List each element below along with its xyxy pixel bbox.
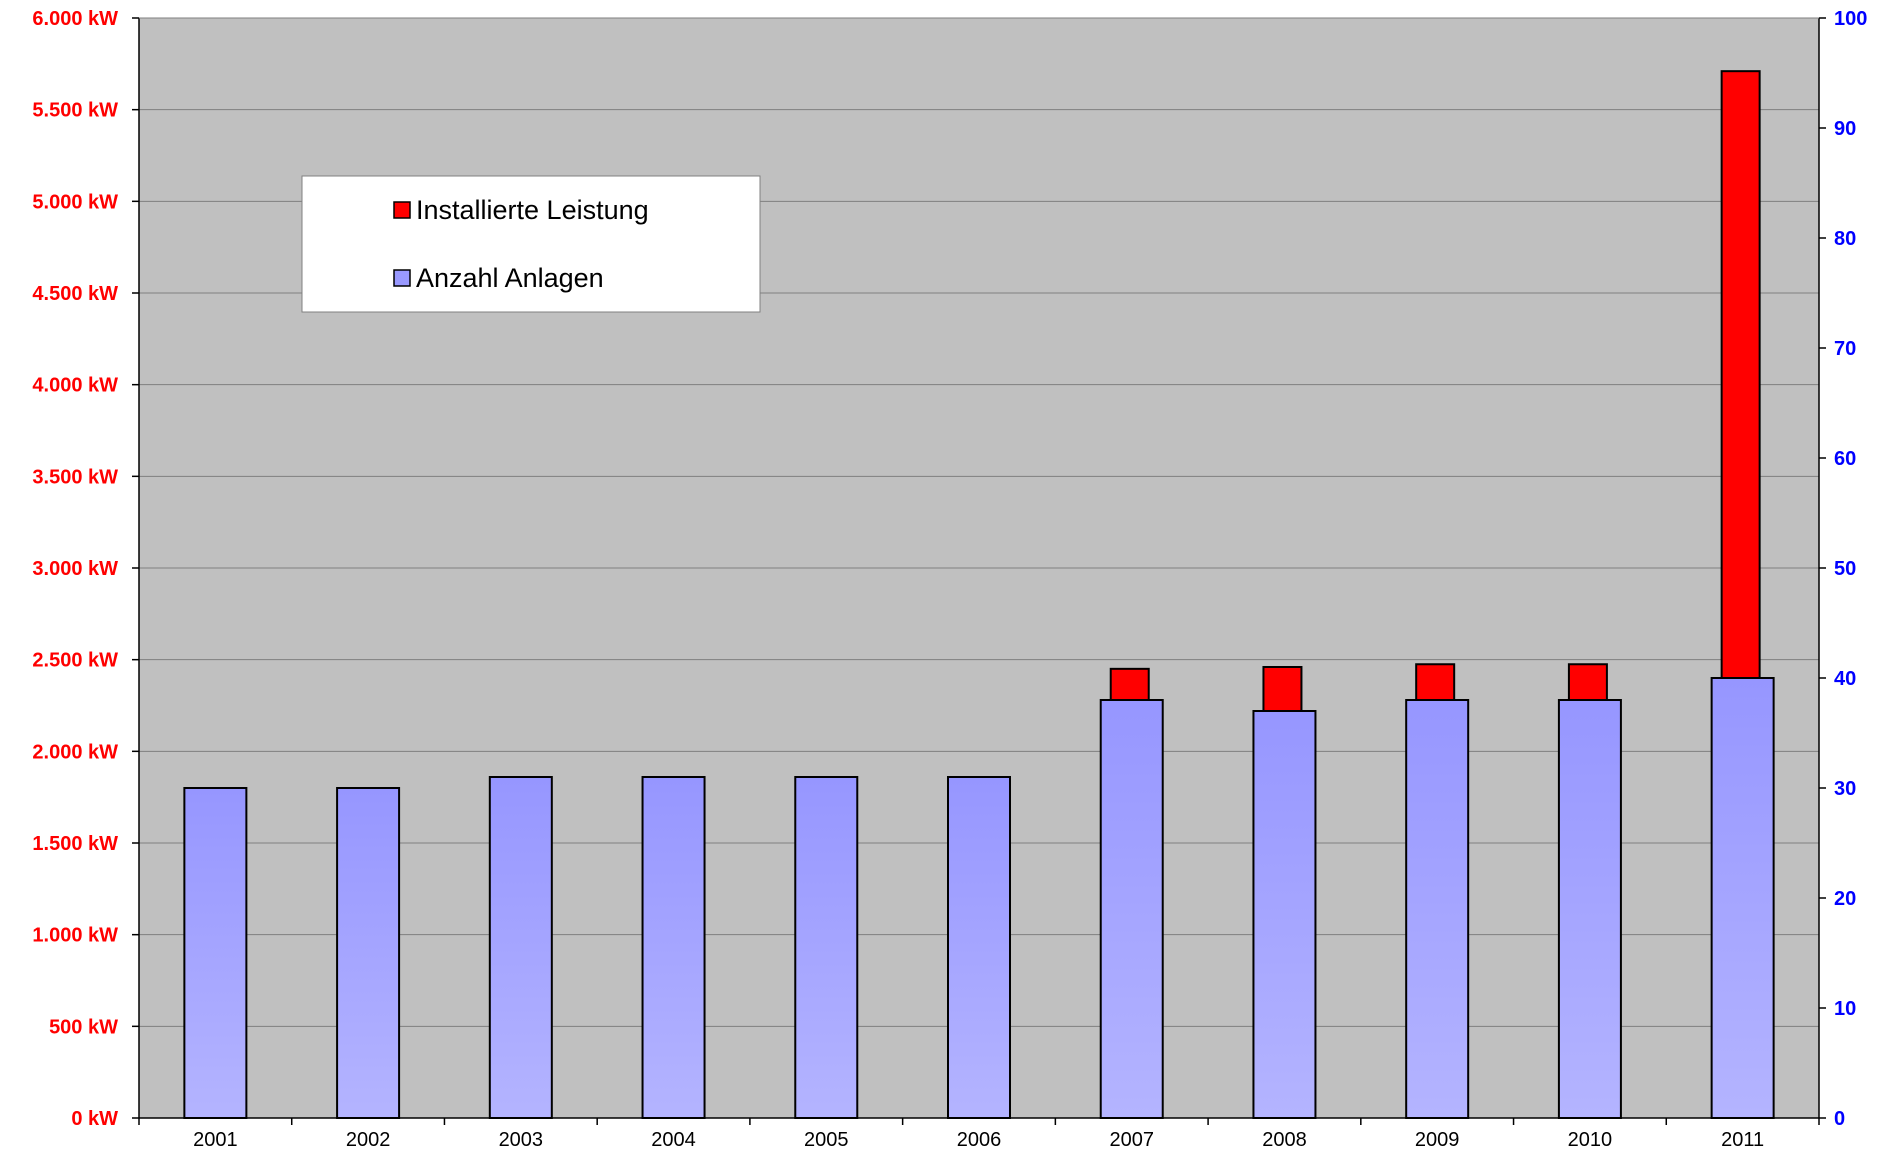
left-tick-label: 1.000 kW	[32, 925, 118, 947]
left-tick-label: 2.500 kW	[32, 650, 118, 672]
left-tick-label: 5.000 kW	[32, 191, 118, 213]
x-tick-label: 2007	[1109, 1129, 1154, 1151]
right-tick-label: 70	[1834, 338, 1856, 360]
x-axis-tick-labels: 2001 2002 2003 2004 2005 2006 2007 2008 2009 2010…	[193, 1129, 1764, 1151]
x-tick-label: 2006	[957, 1129, 1002, 1151]
right-tick-label: 40	[1834, 668, 1856, 690]
x-tick-label: 2004	[651, 1129, 696, 1151]
legend-label-anzahl-anlagen: Anzahl Anlagen	[416, 263, 604, 293]
legend-swatch-installierte-leistung	[393, 201, 411, 219]
left-tick-label: 3.500 kW	[32, 466, 118, 488]
x-tick-label: 2009	[1415, 1129, 1460, 1151]
x-tick-label: 2011	[1721, 1129, 1764, 1151]
x-tick-label: 2001	[193, 1129, 238, 1151]
x-tick-label: 2008	[1262, 1129, 1307, 1151]
legend-label-installierte-leistung: Installierte Leistung	[416, 195, 649, 225]
bar-anzahl-anlagen-2009	[1405, 699, 1470, 1119]
left-tick-label: 4.000 kW	[32, 375, 118, 397]
left-tick-label: 3.000 kW	[32, 558, 118, 580]
right-tick-label: 20	[1834, 888, 1856, 910]
series-anzahl-anlagen	[183, 677, 1775, 1119]
left-tick-label: 1.500 kW	[32, 833, 118, 855]
legend-swatch-anzahl-anlagen	[393, 269, 411, 287]
x-tick-label: 2002	[346, 1129, 391, 1151]
bar-anzahl-anlagen-2007	[1099, 699, 1164, 1119]
axes	[132, 17, 1826, 1125]
left-tick-label: 2.000 kW	[32, 741, 118, 763]
legend-box	[301, 175, 761, 313]
bar-anzahl-anlagen-2005	[794, 776, 859, 1119]
right-tick-label: 80	[1834, 228, 1856, 250]
x-tick-label: 2003	[499, 1129, 544, 1151]
left-tick-label: 5.500 kW	[32, 100, 118, 122]
left-tick-label: 0 kW	[71, 1108, 118, 1130]
right-tick-label: 30	[1834, 778, 1856, 800]
bar-anzahl-anlagen-2004	[641, 776, 706, 1119]
right-tick-label: 90	[1834, 118, 1856, 140]
left-tick-label: 4.500 kW	[32, 283, 118, 305]
bar-anzahl-anlagen-2002	[336, 787, 401, 1119]
left-axis-tick-labels: 0 kW 500 kW 1.000 kW 1.500 kW 2.000 kW 2.500 …	[32, 8, 118, 1130]
right-tick-label: 100	[1834, 8, 1867, 30]
right-tick-label: 50	[1834, 558, 1856, 580]
bar-anzahl-anlagen-2001	[183, 787, 248, 1119]
bar-anzahl-anlagen-2003	[488, 776, 553, 1119]
x-tick-label: 2010	[1568, 1129, 1613, 1151]
bar-anzahl-anlagen-2006	[947, 776, 1011, 1119]
bar-anzahl-anlagen-2010	[1557, 699, 1622, 1119]
right-tick-label: 0	[1834, 1108, 1845, 1130]
x-tick-label: 2005	[804, 1129, 849, 1151]
bar-anzahl-anlagen-2008	[1252, 710, 1317, 1119]
legend: Installierte Leistung Anzahl Anlagen	[301, 175, 761, 313]
left-tick-label: 500 kW	[49, 1016, 118, 1038]
bar-anzahl-anlagen-2011	[1710, 677, 1775, 1119]
right-tick-label: 10	[1834, 998, 1856, 1020]
left-tick-label: 6.000 kW	[32, 8, 118, 30]
right-tick-label: 60	[1834, 448, 1856, 470]
right-axis-tick-labels: 0 10 20 30 40 50 60 70 80 90 100	[1834, 8, 1867, 1130]
